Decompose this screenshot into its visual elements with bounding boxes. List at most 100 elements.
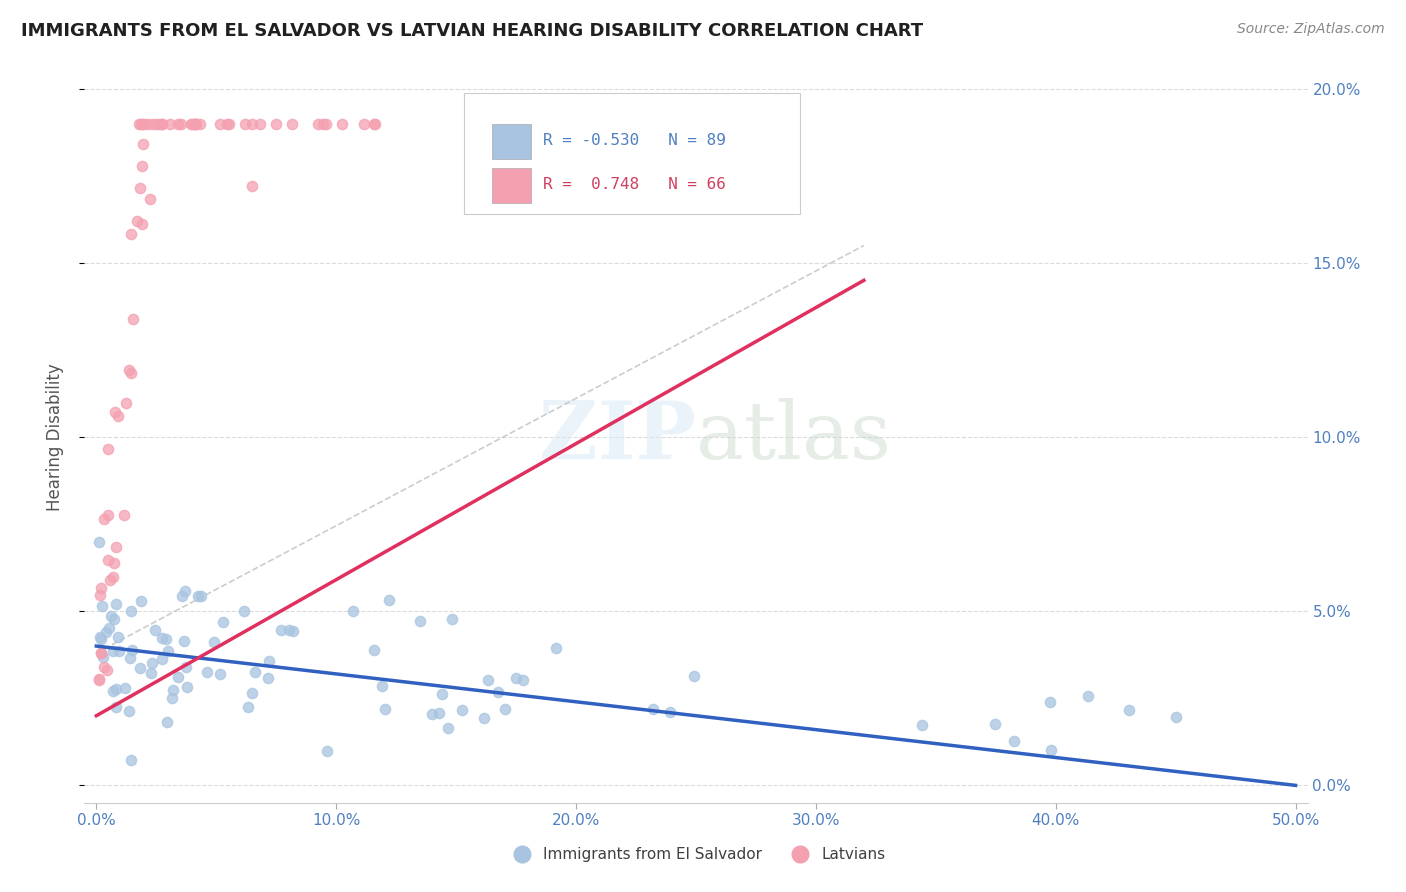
Point — [232, 603, 254, 617]
Point — [172, 589, 194, 603]
Point — [183, 117, 205, 131]
Point — [374, 702, 396, 716]
Point — [125, 214, 148, 228]
Point — [270, 623, 292, 637]
Point — [437, 721, 460, 735]
Point — [131, 159, 153, 173]
Point — [477, 673, 499, 687]
Point — [315, 117, 337, 131]
Point — [128, 181, 150, 195]
Point — [112, 508, 135, 522]
Point — [150, 631, 173, 645]
Point — [312, 117, 335, 131]
Point — [208, 667, 231, 681]
Point — [173, 634, 195, 648]
Point — [118, 363, 141, 377]
Point — [240, 117, 263, 131]
Point — [103, 612, 125, 626]
Point — [176, 680, 198, 694]
Point — [167, 117, 190, 131]
Point — [87, 673, 110, 688]
Point — [1118, 703, 1140, 717]
Point — [190, 590, 212, 604]
Point — [90, 646, 112, 660]
Point — [89, 631, 111, 645]
Point — [174, 660, 197, 674]
Point — [505, 672, 527, 686]
Point — [363, 117, 385, 131]
Point — [87, 534, 110, 549]
Point — [170, 117, 193, 131]
Point — [91, 599, 114, 613]
Point — [118, 650, 141, 665]
Point — [278, 623, 301, 637]
Point — [330, 117, 353, 131]
Point — [184, 117, 207, 131]
Text: Source: ZipAtlas.com: Source: ZipAtlas.com — [1237, 22, 1385, 37]
Point — [120, 604, 142, 618]
Point — [658, 706, 681, 720]
Point — [91, 650, 114, 665]
Point — [378, 593, 401, 607]
Point — [195, 665, 218, 680]
Text: ZIP: ZIP — [538, 398, 696, 476]
Point — [363, 117, 385, 131]
Point — [132, 117, 155, 131]
Point — [129, 117, 152, 131]
Point — [472, 711, 495, 725]
Point — [983, 717, 1005, 731]
Point — [121, 312, 143, 326]
FancyBboxPatch shape — [492, 124, 531, 159]
Point — [218, 117, 240, 131]
Point — [1164, 710, 1187, 724]
Point — [370, 679, 392, 693]
Point — [100, 609, 122, 624]
Point — [162, 690, 184, 705]
Point — [240, 686, 263, 700]
Point — [101, 643, 124, 657]
Point — [104, 405, 127, 419]
Point — [107, 630, 129, 644]
Point — [141, 117, 163, 131]
Point — [120, 753, 142, 767]
Point — [150, 651, 173, 665]
Point — [131, 217, 153, 231]
Point — [152, 117, 174, 131]
Point — [131, 136, 153, 151]
Point — [97, 508, 120, 523]
Point — [155, 632, 177, 646]
Point — [97, 442, 120, 456]
Point — [256, 671, 278, 685]
Point — [1077, 689, 1099, 703]
Point — [118, 705, 141, 719]
Point — [422, 706, 444, 721]
Point — [139, 666, 162, 681]
Legend: Immigrants from El Salvador, Latvians: Immigrants from El Salvador, Latvians — [501, 841, 891, 868]
Point — [167, 670, 190, 684]
Point — [90, 632, 112, 647]
Point — [1002, 734, 1025, 748]
Text: IMMIGRANTS FROM EL SALVADOR VS LATVIAN HEARING DISABILITY CORRELATION CHART: IMMIGRANTS FROM EL SALVADOR VS LATVIAN H… — [21, 22, 924, 40]
Point — [97, 621, 120, 635]
Point — [451, 703, 474, 717]
Point — [363, 643, 385, 657]
Point — [129, 661, 152, 675]
Point — [315, 744, 337, 758]
Point — [1039, 695, 1062, 709]
Point — [512, 673, 534, 687]
Point — [243, 665, 266, 679]
Point — [430, 687, 453, 701]
Point — [283, 624, 305, 639]
Point — [114, 396, 136, 410]
Point — [257, 655, 280, 669]
Point — [150, 117, 173, 131]
Point — [132, 117, 155, 131]
Point — [215, 117, 238, 131]
Point — [120, 227, 142, 241]
Point — [211, 615, 233, 630]
Point — [131, 593, 153, 607]
Point — [409, 614, 432, 628]
Point — [105, 541, 128, 555]
Point — [87, 672, 110, 686]
Point — [162, 682, 184, 697]
